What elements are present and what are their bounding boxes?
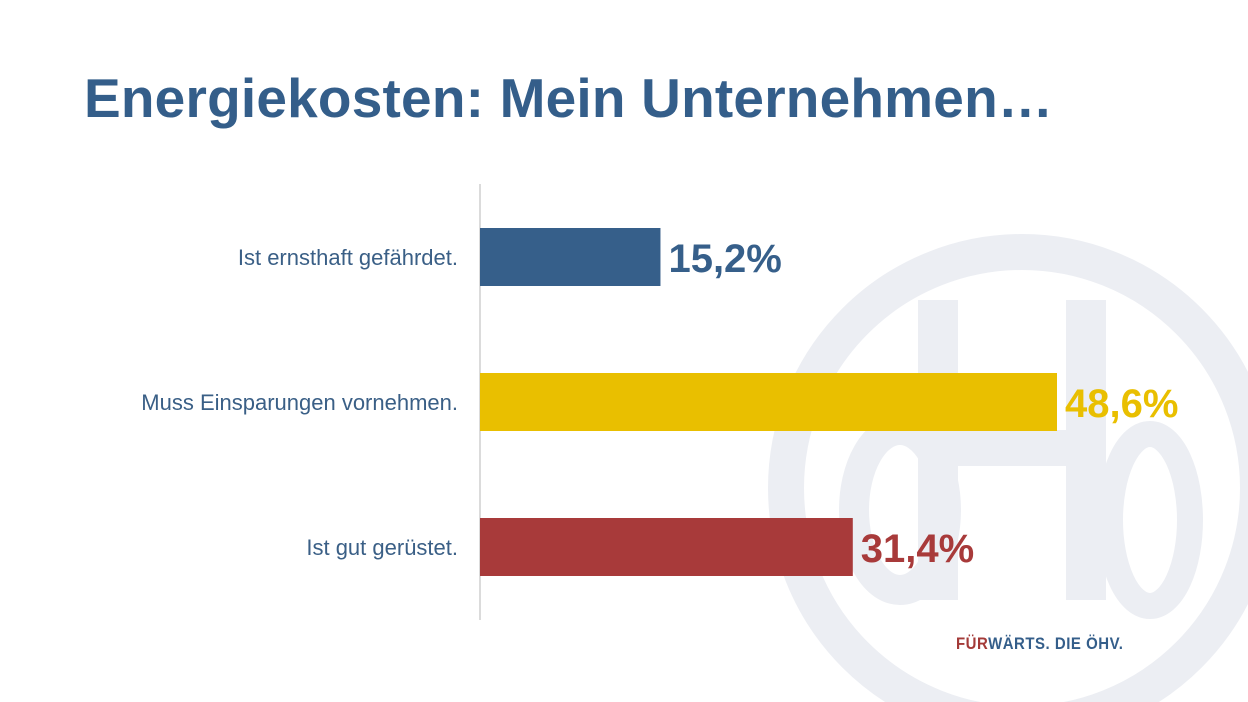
page-title: Energiekosten: Mein Unternehmen… (84, 67, 1054, 129)
bar-1 (480, 228, 661, 286)
value-label-1: 15,2% (668, 237, 781, 281)
footer-slogan-main: WÄRTS. DIE ÖHV. (988, 634, 1124, 653)
footer-slogan-accent: FÜR (956, 634, 989, 653)
bar-3 (480, 518, 853, 576)
category-label-2: Muss Einsparungen vornehmen. (141, 390, 458, 415)
category-label-1: Ist ernsthaft gefährdet. (238, 245, 458, 270)
value-label-2: 48,6% (1065, 382, 1178, 426)
footer-slogan: FÜRWÄRTS. DIE ÖHV. (956, 634, 1123, 654)
value-label-3: 31,4% (861, 527, 974, 571)
bar-2 (480, 373, 1057, 431)
category-label-3: Ist gut gerüstet. (306, 535, 458, 560)
